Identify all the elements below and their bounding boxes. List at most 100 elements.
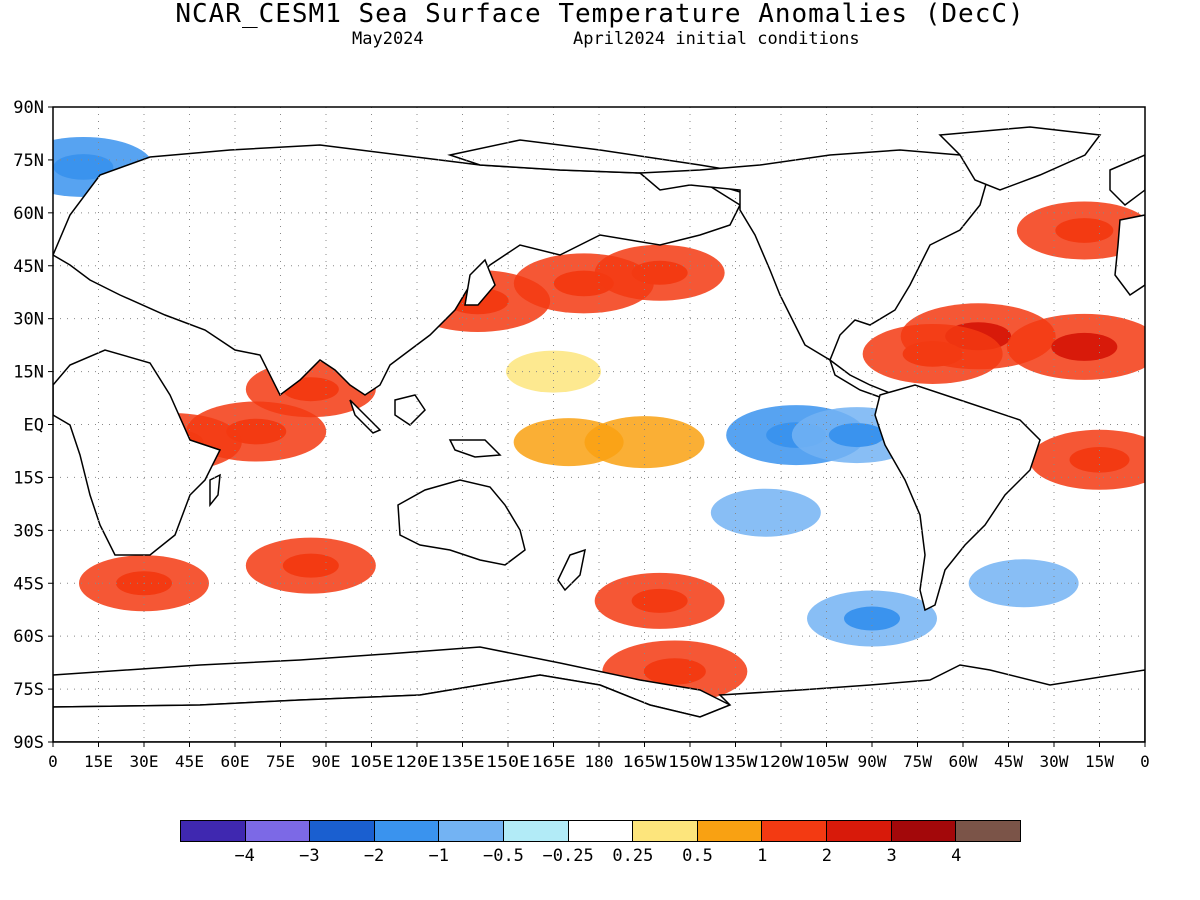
longitude-tick-label: 150E xyxy=(486,752,530,771)
longitude-tick-label: 0 xyxy=(48,752,58,771)
longitude-tick-label: 135W xyxy=(714,752,758,771)
latitude-tick-label: 60S xyxy=(13,627,44,647)
japan-land xyxy=(464,258,496,306)
scandinavia-land xyxy=(1109,154,1145,206)
anomaly-core xyxy=(282,553,339,578)
longitude-tick-label: 75E xyxy=(266,752,295,771)
longitude-tick-label: 180 xyxy=(585,752,614,771)
anomaly-core xyxy=(226,418,287,445)
latitude-tick-label: 45N xyxy=(13,257,44,277)
longitude-tick-label: 0 xyxy=(1140,752,1150,771)
latitude-tick-label: 15S xyxy=(13,468,44,488)
colorbar-swatch xyxy=(633,821,698,841)
longitude-tick-label: 90E xyxy=(312,752,341,771)
land-masses xyxy=(53,126,1145,742)
longitude-tick-label: 15E xyxy=(84,752,113,771)
longitude-tick-label: 45W xyxy=(994,752,1023,771)
latitude-tick-label: 15N xyxy=(13,363,44,383)
latitude-tick-label: EQ xyxy=(24,416,44,436)
colorbar-label: −0.5 xyxy=(482,846,524,866)
colorbar-label: 2 xyxy=(821,846,833,866)
latitude-tick-label: 60N xyxy=(13,204,44,224)
anomaly-core xyxy=(53,154,114,180)
latitude-tick-label: 30S xyxy=(13,521,44,541)
longitude-tick-label: 150W xyxy=(668,752,712,771)
longitude-tick-label: 135E xyxy=(441,752,485,771)
anomaly-core xyxy=(1055,218,1114,243)
initial-conditions-label: April2024 initial conditions xyxy=(573,29,860,49)
colorbar-label: 3 xyxy=(886,846,897,866)
anomaly-region xyxy=(506,350,601,393)
colorbar-swatch xyxy=(181,821,246,841)
anomaly-core xyxy=(828,423,885,448)
colorbar-label: 0.25 xyxy=(612,846,654,866)
latitude-tick-label: 45S xyxy=(13,574,44,594)
colorbar-swatch xyxy=(568,821,634,841)
colorbar-label: 4 xyxy=(951,846,962,866)
colorbar-swatch xyxy=(439,821,505,841)
latitude-tick-label: 90N xyxy=(13,98,44,118)
latitude-tick-label: 75N xyxy=(13,151,44,171)
sumatra-land xyxy=(349,399,382,434)
colorbar-swatch xyxy=(245,821,311,841)
latitude-tick-label: 90S xyxy=(13,733,44,753)
longitude-tick-label: 120E xyxy=(395,752,439,771)
colorbar-swatch xyxy=(374,821,440,841)
anomaly-core xyxy=(631,260,688,285)
colorbar-label: −2 xyxy=(363,846,385,866)
colorbar-label: −3 xyxy=(299,846,320,866)
sst-anomaly-map: 90N 75N 60N 45N 30N 15N EQ 15S 30S 45S 60S 75S 90S 0… xyxy=(13,98,1150,771)
colorbar-swatch xyxy=(891,821,957,841)
anomaly-region xyxy=(968,559,1079,608)
latitude-tick-label: 75S xyxy=(13,680,44,700)
anomaly-core xyxy=(902,341,963,367)
borneo-land xyxy=(394,394,426,426)
new-guinea-land xyxy=(448,439,502,458)
anomaly-core xyxy=(1051,332,1118,361)
longitude-tick-label: 105W xyxy=(805,752,849,771)
anomaly-core xyxy=(1069,446,1130,473)
colorbar xyxy=(180,820,1021,842)
colorbar-swatch xyxy=(504,821,569,841)
colorbar-label: 1 xyxy=(757,846,768,866)
longitude-tick-label: 105E xyxy=(350,752,394,771)
longitude-tick-label: 90W xyxy=(858,752,887,771)
longitude-tick-label: 45E xyxy=(175,752,204,771)
anomaly-region xyxy=(710,488,821,537)
north-america-land xyxy=(638,149,991,362)
anomaly-core xyxy=(631,588,688,613)
longitude-tick-label: 165W xyxy=(623,752,667,771)
antarctica-west-land xyxy=(53,664,1145,742)
longitude-tick-label: 60E xyxy=(221,752,250,771)
greenland-land xyxy=(938,126,1102,191)
madagascar-land xyxy=(209,473,221,508)
colorbar-label: −1 xyxy=(428,846,450,866)
graticule xyxy=(53,107,1145,742)
latitude-labels: 90N 75N 60N 45N 30N 15N EQ 15S 30S 45S 60S 75S 90S xyxy=(13,98,53,753)
colorbar-label: 0.5 xyxy=(682,846,713,866)
longitude-tick-label: 75W xyxy=(903,752,932,771)
south-america-land xyxy=(874,384,1041,612)
longitude-tick-label: 15W xyxy=(1085,752,1114,771)
map-title: NCAR_CESM1 Sea Surface Temperature Anoma… xyxy=(175,0,1025,29)
colorbar-swatch xyxy=(697,821,763,841)
colorbar-swatch xyxy=(310,821,375,841)
africa-land xyxy=(53,349,222,556)
colorbar-swatch xyxy=(762,821,828,841)
longitude-tick-label: 120W xyxy=(759,752,803,771)
colorbar-swatch xyxy=(827,821,892,841)
colorbar-swatch xyxy=(956,821,1020,841)
longitude-tick-label: 60W xyxy=(949,752,978,771)
anomaly-core xyxy=(643,658,706,685)
new-zealand-land xyxy=(557,548,586,592)
forecast-month-label: May2024 xyxy=(352,29,424,49)
anomaly-region xyxy=(584,416,705,469)
colorbar-label: −0.25 xyxy=(542,846,594,866)
longitude-tick-label: 30E xyxy=(130,752,159,771)
longitude-labels: 0 15E 30E 45E 60E 75E 90E 105E 120E 135E 150E 165E 1… xyxy=(48,742,1150,771)
europe-west-land xyxy=(1114,214,1145,297)
australia-land xyxy=(397,479,526,566)
longitude-tick-label: 165E xyxy=(532,752,576,771)
latitude-tick-label: 30N xyxy=(13,310,44,330)
colorbar-label: −4 xyxy=(234,846,255,866)
